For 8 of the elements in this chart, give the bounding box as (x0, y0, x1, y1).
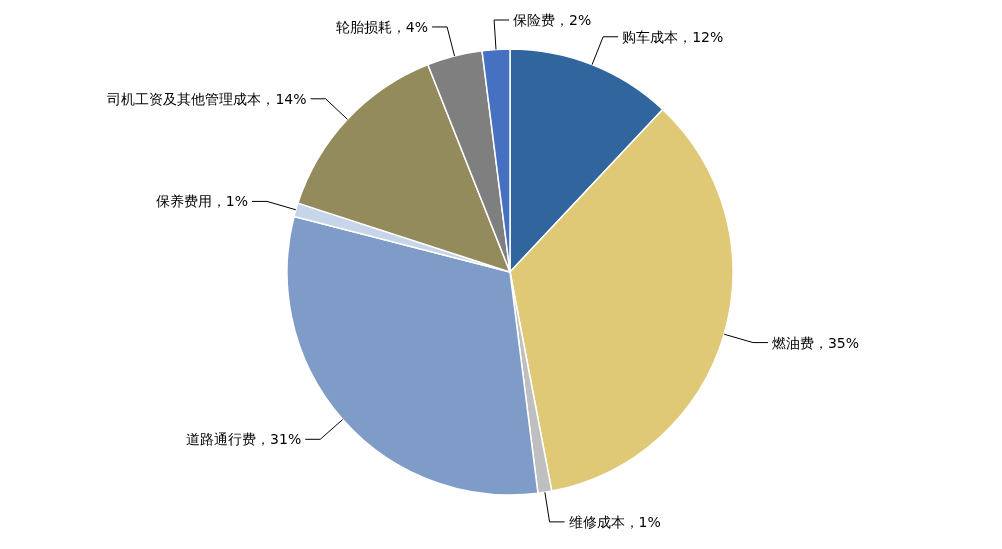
slice-label: 保险费，2% (513, 12, 592, 28)
slice-label: 维修成本，1% (568, 513, 661, 530)
slice-label: 保养费用，1% (155, 193, 249, 210)
slice-label: 购车成本，12% (622, 28, 724, 45)
slice-label: 燃油费，35% (771, 334, 860, 351)
slice-label: 轮胎损耗，4% (335, 18, 429, 35)
slice-label: 道路通行费，31% (186, 431, 302, 448)
slice-label: 司机工资及其他管理成本，14% (107, 90, 307, 107)
